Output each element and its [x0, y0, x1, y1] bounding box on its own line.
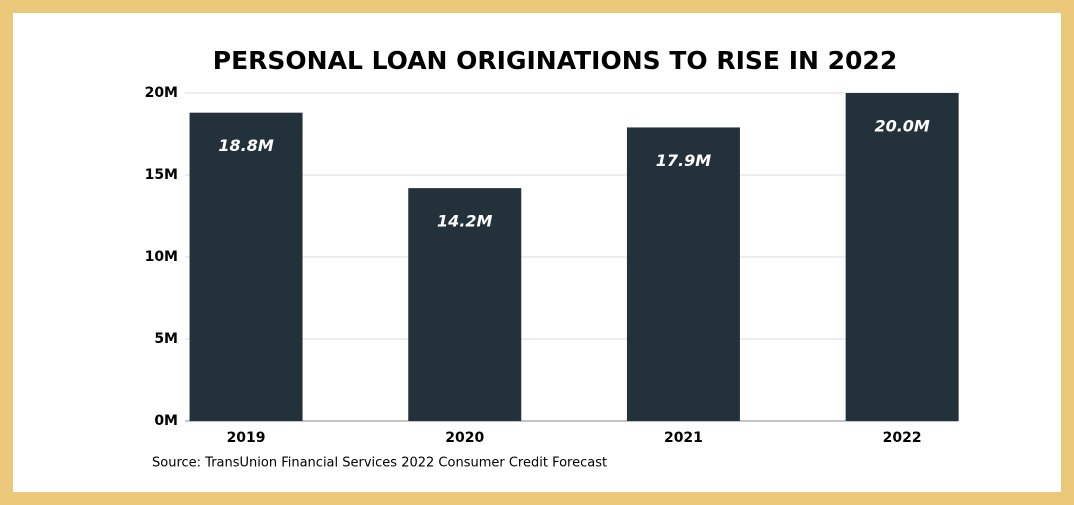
y-tick-label: 5M [154, 331, 178, 347]
chart-title: PERSONAL LOAN ORIGINATIONS TO RISE IN 20… [213, 46, 897, 75]
x-tick-label: 2021 [664, 430, 703, 446]
bar [845, 93, 959, 421]
value-label: 14.2M [437, 212, 492, 231]
x-tick-label: 2022 [883, 430, 922, 446]
y-tick-label: 15M [145, 167, 178, 183]
value-label: 17.9M [656, 151, 711, 170]
x-tick-label: 2019 [227, 430, 266, 446]
bar [408, 188, 522, 421]
x-tick-label: 2020 [445, 430, 484, 446]
value-label: 18.8M [218, 136, 273, 155]
bar [189, 112, 303, 422]
bar [626, 127, 740, 421]
y-tick-label: 10M [145, 249, 178, 265]
y-tick-label: 20M [145, 85, 178, 101]
value-label: 20.0M [874, 117, 929, 136]
source-note: Source: TransUnion Financial Services 20… [152, 456, 607, 471]
y-tick-label: 0M [154, 413, 178, 429]
